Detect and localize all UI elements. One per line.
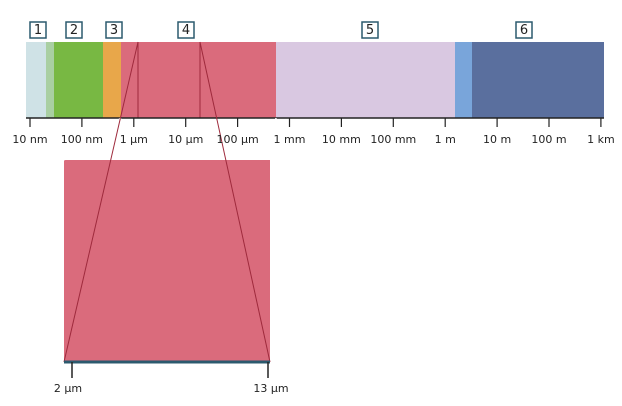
scale-tick-label: 1 km: [587, 133, 615, 146]
band-radio: [472, 42, 604, 118]
zoom-guide: [63, 117, 122, 161]
zoom-guide: [63, 41, 139, 363]
band-radio-short: [455, 42, 472, 118]
region-box: [177, 21, 195, 39]
zoom-tick-label: 2 µm: [54, 382, 82, 395]
scale-tick-label: 1 mm: [274, 133, 306, 146]
band-near-ir: [103, 42, 121, 118]
region-box: [105, 21, 123, 39]
band-infrared: [121, 42, 276, 118]
scale-tick-label: 100 mm: [370, 133, 416, 146]
zoom-guide: [269, 117, 277, 161]
scale-tick-label: 100 nm: [61, 133, 103, 146]
scale-tick-label: 10 nm: [12, 133, 47, 146]
region-box: [29, 21, 47, 39]
region-box: [515, 21, 533, 39]
band-uv-light: [26, 42, 46, 118]
zoom-tick-label: 13 µm: [253, 382, 288, 395]
scale-tick-label: 100 µm: [216, 133, 258, 146]
scale-tick-label: 1 µm: [120, 133, 148, 146]
region-number: 6: [520, 23, 528, 38]
scale-tick-label: 10 µm: [168, 133, 203, 146]
band-uv: [46, 42, 54, 118]
region-box: [361, 21, 379, 39]
band-microwave: [276, 42, 455, 118]
scale-tick-label: 1 m: [435, 133, 456, 146]
region-number: 4: [182, 23, 190, 38]
band-visible: [54, 42, 103, 118]
scale-tick-label: 10 mm: [322, 133, 361, 146]
scale-tick-label: 100 m: [531, 133, 566, 146]
region-number: 2: [70, 23, 78, 38]
region-number: 5: [366, 23, 374, 38]
scale-tick-label: 10 m: [483, 133, 511, 146]
spectrum-bar: [26, 42, 604, 119]
region-box: [65, 21, 83, 39]
region-number: 3: [110, 23, 118, 38]
region-number: 1: [34, 23, 42, 38]
zoom-guide: [199, 41, 271, 363]
zoom-panel: [64, 160, 270, 362]
